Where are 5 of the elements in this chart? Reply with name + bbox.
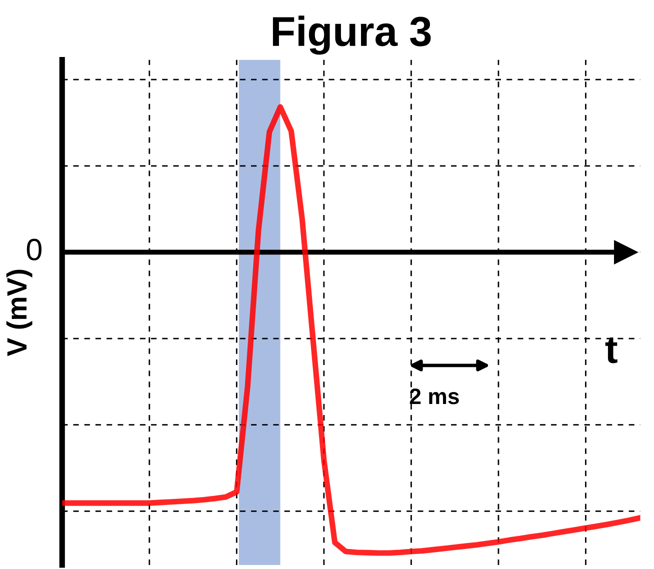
x-axis-title: t [605,337,618,364]
ref-line-label: 0 [26,238,42,260]
annotation: 2 ms [410,388,459,404]
y-axis-title: V (mV) [6,270,32,356]
chart-title: Figura 3 [272,16,431,55]
